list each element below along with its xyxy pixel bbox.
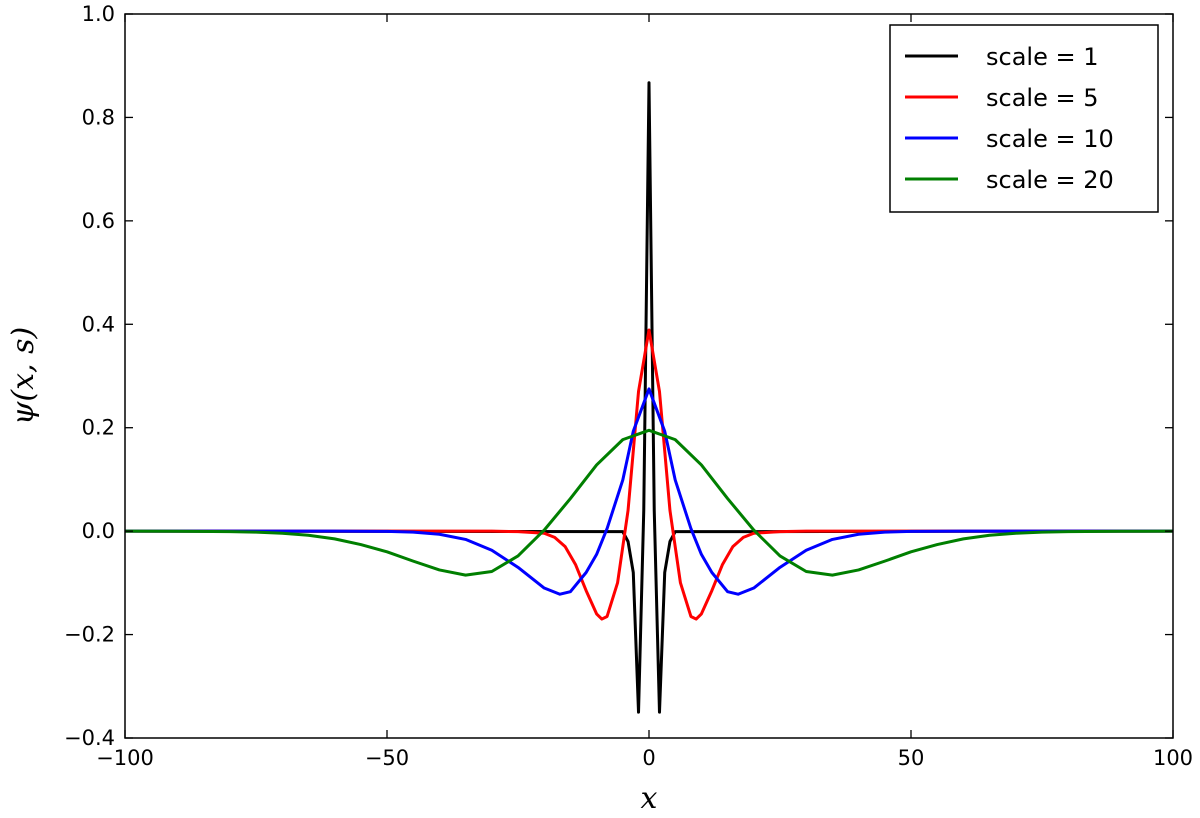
x-tick-label: 0 xyxy=(642,746,655,770)
y-tick-label: −0.4 xyxy=(64,726,115,750)
y-tick-label: 0.4 xyxy=(82,312,115,336)
series-layer xyxy=(125,81,1173,714)
x-tick-label: −50 xyxy=(365,746,409,770)
y-tick-label: 0.6 xyxy=(82,209,115,233)
y-tick-label: 0.2 xyxy=(82,416,115,440)
x-axis-label: x xyxy=(641,781,658,816)
y-tick-label: −0.2 xyxy=(64,623,115,647)
ticks-layer: −100 −50 0 50 100 −0.4 −0.2 0.0 0.2 0.4 0.6 0.8 1.0 xyxy=(64,2,1193,770)
series-line-1 xyxy=(125,81,1173,714)
y-tick-label: 1.0 xyxy=(82,2,115,26)
y-axis-label: ψ(x, s) xyxy=(6,327,41,425)
series-line-3 xyxy=(125,387,1173,596)
series-line-4 xyxy=(125,428,1173,577)
legend-label: scale = 5 xyxy=(986,84,1098,112)
legend-label: scale = 1 xyxy=(986,43,1098,71)
x-tick-label: 50 xyxy=(898,746,925,770)
y-tick-label: 0.0 xyxy=(82,519,115,543)
x-tick-label: 100 xyxy=(1153,746,1193,770)
y-tick-label: 0.8 xyxy=(82,105,115,129)
x-tick-label: −100 xyxy=(96,746,154,770)
series-line-2 xyxy=(125,328,1173,621)
legend: scale = 1 scale = 5 scale = 10 scale = 20 xyxy=(889,24,1159,213)
legend-label: scale = 20 xyxy=(986,166,1114,194)
legend-label: scale = 10 xyxy=(986,125,1114,153)
